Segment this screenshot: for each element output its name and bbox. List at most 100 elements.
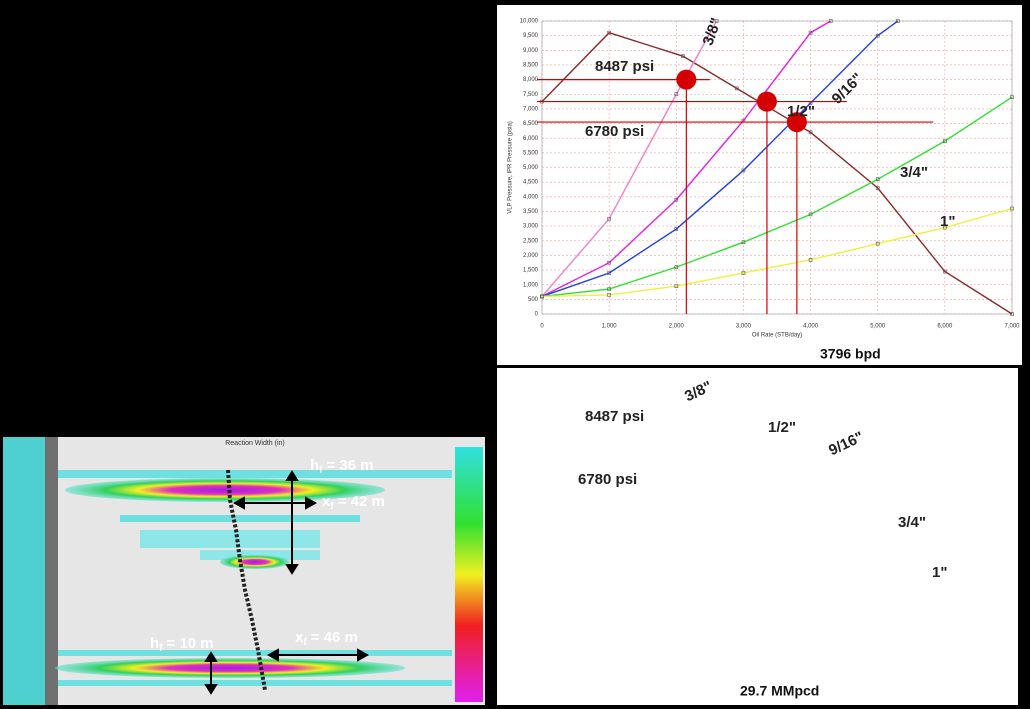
y-tick-label: 0 xyxy=(535,312,539,318)
series-marker xyxy=(1010,95,1014,99)
layer xyxy=(58,470,452,478)
plot-frame xyxy=(541,20,1013,315)
label-text: = 36 m xyxy=(327,457,374,474)
x-tick-label: 4,000 xyxy=(803,324,819,330)
series-marker xyxy=(734,86,739,91)
operating-point xyxy=(676,69,697,90)
y-tick-label: 6,000 xyxy=(523,136,539,142)
curve-label: 3/4" xyxy=(900,164,928,181)
y-tick-label: 3,500 xyxy=(523,209,539,215)
series-marker xyxy=(808,257,813,262)
series-marker xyxy=(681,54,685,58)
annotation: 8487 psi xyxy=(585,408,644,425)
series-marker xyxy=(674,227,679,231)
curve-label: 3/4" xyxy=(898,514,926,531)
series-marker xyxy=(674,284,679,288)
y-tick-label: 9,000 xyxy=(523,48,539,54)
series-line xyxy=(541,207,1013,298)
y-tick-label: 8,000 xyxy=(523,77,539,83)
series-line xyxy=(541,20,832,298)
symbol: h xyxy=(150,635,159,652)
annotation: 8487 psi xyxy=(595,58,654,75)
label-text: = 42 m xyxy=(338,493,385,510)
series-marker xyxy=(741,240,746,245)
series-marker xyxy=(714,19,719,23)
grid-strip xyxy=(3,437,45,705)
series-marker xyxy=(540,294,544,299)
y-tick-label: 5,500 xyxy=(523,150,539,156)
x-tick-label: 0 xyxy=(540,324,544,330)
series-line xyxy=(541,31,1013,315)
y-tick-label: 4,000 xyxy=(523,194,539,200)
subscript: f xyxy=(319,465,323,476)
fracture-label: hf = 10 m xyxy=(150,635,214,654)
symbol: x xyxy=(295,629,304,646)
series-marker xyxy=(875,177,880,182)
subscript: f xyxy=(159,643,163,654)
x-tick-label: 3,000 xyxy=(736,324,752,330)
fracture-label: xf = 46 m xyxy=(295,629,358,648)
y-tick-label: 1,500 xyxy=(523,268,539,274)
y-tick-label: 1,000 xyxy=(523,282,539,288)
y-tick-label: 2,500 xyxy=(523,238,539,244)
label-text: = 46 m xyxy=(311,629,358,646)
series-marker xyxy=(674,265,679,269)
layer xyxy=(58,680,452,686)
fracture-image: Reaction Width (in) hf = 36 m xf = 42 m hf… xyxy=(3,437,485,705)
curve-label: 1" xyxy=(932,564,947,581)
annotation: 6780 psi xyxy=(578,471,637,488)
series-marker xyxy=(875,241,880,246)
x-axis-title: Oil Rate (STB/day) xyxy=(752,333,802,339)
series-marker xyxy=(808,30,813,35)
x-tick-label: 1,000 xyxy=(602,324,618,330)
y-tick-label: 4,500 xyxy=(523,180,539,186)
subscript: f xyxy=(330,501,334,512)
operating-point xyxy=(756,91,777,112)
y-tick-label: 7,000 xyxy=(523,106,539,112)
series-marker xyxy=(607,271,611,275)
series-marker xyxy=(875,33,880,38)
subscript: f xyxy=(303,637,307,648)
series-marker xyxy=(674,92,679,97)
series-marker xyxy=(607,260,611,265)
series-line xyxy=(541,20,718,297)
chart-panel xyxy=(497,368,1018,705)
label-text: = 10 m xyxy=(167,635,214,652)
curve-label: 1" xyxy=(940,213,955,230)
fracture-label: xf = 42 m xyxy=(322,493,385,512)
series-marker xyxy=(607,216,611,221)
series-marker xyxy=(674,197,679,202)
series-line xyxy=(541,96,1013,298)
series-marker xyxy=(1010,312,1014,316)
series-marker xyxy=(943,139,947,143)
series-marker xyxy=(741,271,746,275)
operating-point xyxy=(786,112,807,133)
curve-label: 1/2" xyxy=(787,103,815,120)
symbol: h xyxy=(310,457,319,474)
y-tick-label: 6,500 xyxy=(523,121,539,127)
result-label: 29.7 MMpcd xyxy=(740,683,819,699)
y-tick-label: 9,500 xyxy=(523,33,539,39)
fracture-plume xyxy=(55,658,405,678)
wellbore xyxy=(226,469,267,691)
series-marker xyxy=(875,186,880,190)
layer xyxy=(58,650,452,656)
layer xyxy=(140,530,320,548)
dimension-arrows xyxy=(204,470,370,695)
series-marker xyxy=(607,30,611,35)
series-marker xyxy=(607,293,611,297)
fracture-plume xyxy=(65,478,385,502)
series-marker xyxy=(607,287,611,291)
y-axis-title: VLP Pressure, IPR Pressure (psia) xyxy=(508,121,514,214)
x-tick-label: 2,000 xyxy=(669,324,685,330)
fracture-label: hf = 36 m xyxy=(310,457,374,476)
series-marker xyxy=(943,269,947,274)
x-tick-label: 5,000 xyxy=(870,324,886,330)
chart-panel xyxy=(497,5,1022,365)
x-tick-label: 6,000 xyxy=(937,324,953,330)
grid-strip xyxy=(45,437,58,705)
layer xyxy=(200,550,320,560)
